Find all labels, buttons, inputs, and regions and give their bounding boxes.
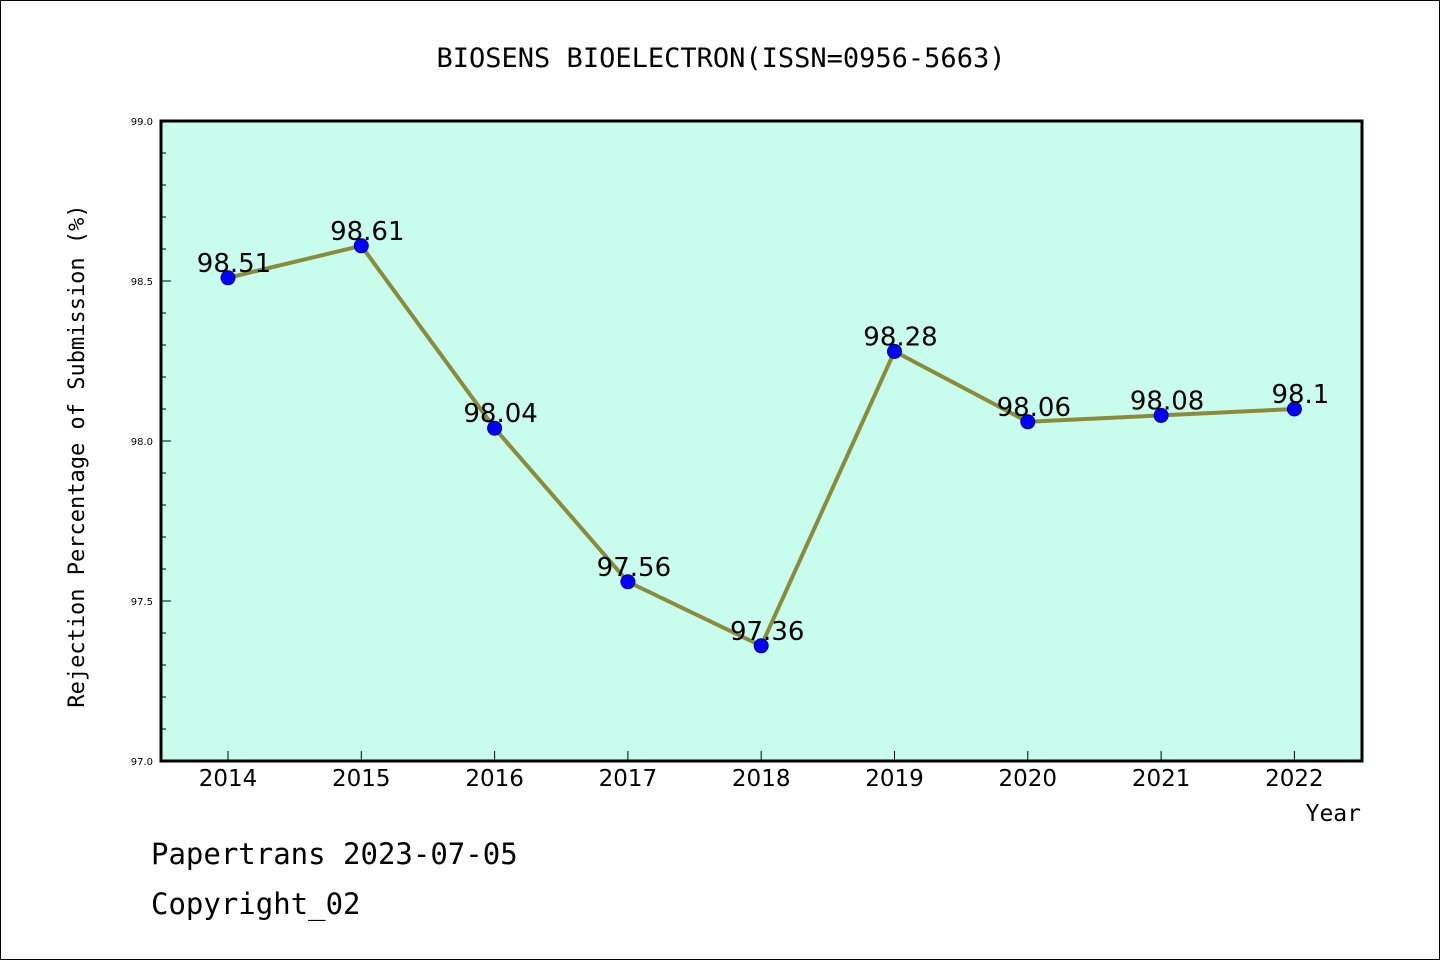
data-label: 98.1 bbox=[1271, 380, 1329, 410]
data-label: 98.04 bbox=[463, 399, 537, 429]
data-point bbox=[887, 343, 902, 359]
data-point bbox=[353, 238, 369, 254]
data-label: 97.56 bbox=[597, 553, 671, 583]
x-tick-label: 2014 bbox=[199, 766, 258, 792]
y-tick-label: 99.0 bbox=[131, 117, 153, 128]
data-label: 98.51 bbox=[197, 249, 271, 279]
x-tick-label: 2019 bbox=[865, 766, 924, 792]
data-label: 98.28 bbox=[863, 322, 937, 352]
footer-date: Papertrans 2023-07-05 bbox=[151, 837, 518, 871]
x-tick-label: 2020 bbox=[999, 766, 1058, 792]
y-tick-label: 98.5 bbox=[131, 277, 153, 288]
y-axis-label: Rejection Percentage of Submission (%) bbox=[65, 204, 90, 707]
data-point bbox=[487, 420, 503, 436]
data-point bbox=[620, 574, 636, 590]
x-tick-label: 2018 bbox=[732, 766, 791, 792]
data-point bbox=[1286, 401, 1302, 417]
series-group: 98.51 98.61 98.04 97.56 97.36 98.28 98.06 98.08… bbox=[197, 217, 1329, 654]
y-tick-label: 97.5 bbox=[131, 597, 153, 608]
data-label: 98.08 bbox=[1130, 386, 1204, 416]
axis-ticks: 97.0 97.5 98.0 98.5 99.0 2014 2015 2016 2017 2018… bbox=[131, 117, 1324, 792]
data-label: 98.06 bbox=[997, 393, 1071, 423]
data-point bbox=[1153, 407, 1169, 423]
plot-area bbox=[159, 119, 1364, 763]
data-point bbox=[220, 270, 236, 286]
x-tick-label: 2015 bbox=[332, 766, 391, 792]
x-axis-label: Year bbox=[1306, 801, 1361, 827]
data-point bbox=[753, 638, 769, 654]
y-tick-label: 98.0 bbox=[131, 437, 153, 448]
x-tick-label: 2021 bbox=[1132, 766, 1191, 792]
x-tick-label: 2022 bbox=[1265, 766, 1324, 792]
x-tick-label: 2016 bbox=[465, 766, 524, 792]
footer-copyright: Copyright_02 bbox=[151, 887, 361, 921]
data-label: 98.61 bbox=[330, 217, 404, 247]
x-tick-label: 2017 bbox=[599, 766, 658, 792]
data-point bbox=[1020, 414, 1036, 430]
y-tick-label: 97.0 bbox=[131, 757, 153, 768]
chart-title: BIOSENS BIOELECTRON(ISSN=0956-5663) bbox=[437, 43, 1006, 74]
data-label: 97.36 bbox=[730, 617, 804, 647]
